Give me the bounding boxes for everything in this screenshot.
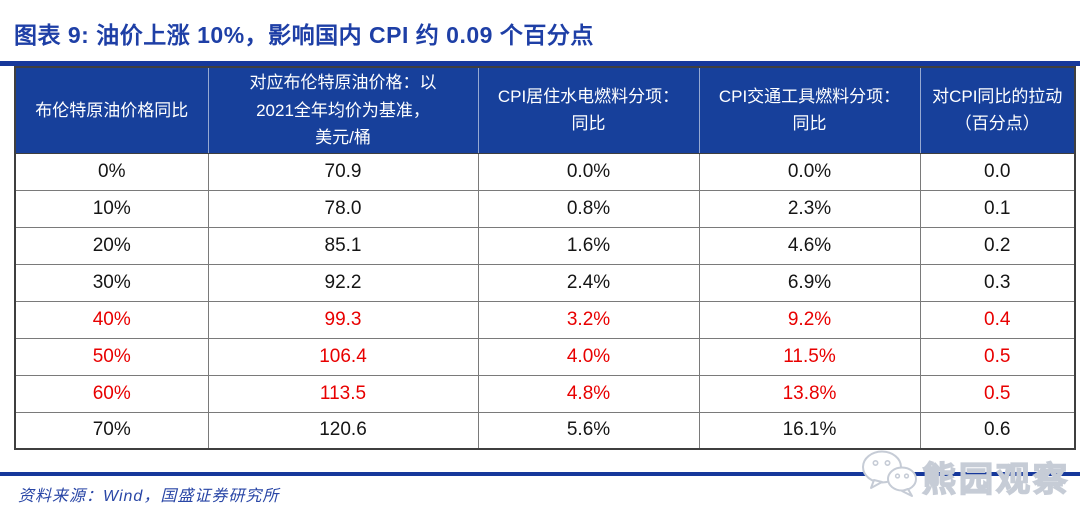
table-row: 30% 92.2 2.4% 6.9% 0.3 bbox=[14, 263, 1076, 302]
table-cell: 9.2% bbox=[698, 300, 921, 339]
table-cell: 2.4% bbox=[477, 263, 700, 302]
table-cell: 120.6 bbox=[207, 411, 479, 450]
table-cell: 5.6% bbox=[477, 411, 700, 450]
table-cell: 113.5 bbox=[207, 374, 479, 413]
table-cell: 60% bbox=[14, 374, 209, 413]
table-cell: 0.0 bbox=[919, 152, 1076, 191]
title-divider-line bbox=[0, 61, 1080, 66]
table-cell: 0.1 bbox=[919, 189, 1076, 228]
watermark-text: 熊园观察 bbox=[921, 460, 1070, 500]
table-cell: 0.4 bbox=[919, 300, 1076, 339]
table-row: 60% 113.5 4.8% 13.8% 0.5 bbox=[14, 374, 1076, 413]
table-row: 0% 70.9 0.0% 0.0% 0.0 bbox=[14, 152, 1076, 191]
table-cell: 0% bbox=[14, 152, 209, 191]
column-header-brent-price: 对应布伦特原油价格：以 2021全年均价为基准， 美元/桶 bbox=[208, 67, 479, 154]
table-cell: 70% bbox=[14, 411, 209, 450]
table-cell: 85.1 bbox=[207, 226, 479, 265]
table-cell: 1.6% bbox=[477, 226, 700, 265]
table-cell: 2.3% bbox=[698, 189, 921, 228]
table-cell: 78.0 bbox=[207, 189, 479, 228]
table-cell: 6.9% bbox=[698, 263, 921, 302]
table-row: 70% 120.6 5.6% 16.1% 0.6 bbox=[14, 411, 1076, 450]
wechat-icon bbox=[860, 448, 920, 505]
table-cell: 4.8% bbox=[477, 374, 700, 413]
table-cell: 0.6 bbox=[919, 411, 1076, 450]
table-cell: 16.1% bbox=[698, 411, 921, 450]
table-cell: 3.2% bbox=[477, 300, 700, 339]
table-cell: 0.3 bbox=[919, 263, 1076, 302]
table-cell: 106.4 bbox=[207, 337, 479, 376]
table-cell: 20% bbox=[14, 226, 209, 265]
table-cell: 4.0% bbox=[477, 337, 700, 376]
table-cell: 13.8% bbox=[698, 374, 921, 413]
source-note: 资料来源：Wind，国盛证券研究所 bbox=[18, 488, 280, 505]
table-row: 40% 99.3 3.2% 9.2% 0.4 bbox=[14, 300, 1076, 339]
table-cell: 70.9 bbox=[207, 152, 479, 191]
table-cell: 10% bbox=[14, 189, 209, 228]
table-cell: 0.5 bbox=[919, 374, 1076, 413]
table-cell: 0.5 bbox=[919, 337, 1076, 376]
table-cell: 40% bbox=[14, 300, 209, 339]
table-row: 20% 85.1 1.6% 4.6% 0.2 bbox=[14, 226, 1076, 265]
table-cell: 11.5% bbox=[698, 337, 921, 376]
column-header-cpi-contribution: 对CPI同比的拉动 （百分点） bbox=[920, 67, 1075, 154]
table-cell: 4.6% bbox=[698, 226, 921, 265]
page-title: 图表 9: 油价上涨 10%，影响国内 CPI 约 0.09 个百分点 bbox=[14, 22, 594, 48]
column-header-brent-yoy: 布伦特原油价格同比 bbox=[15, 67, 209, 154]
column-header-cpi-utilities: CPI居住水电燃料分项： 同比 bbox=[478, 67, 700, 154]
footer-divider-line bbox=[0, 472, 1080, 476]
cpi-impact-table: 布伦特原油价格同比 对应布伦特原油价格：以 2021全年均价为基准， 美元/桶 … bbox=[14, 66, 1076, 450]
table-cell: 92.2 bbox=[207, 263, 479, 302]
table-cell: 0.0% bbox=[477, 152, 700, 191]
table-cell: 0.0% bbox=[698, 152, 921, 191]
table-header-row: 布伦特原油价格同比 对应布伦特原油价格：以 2021全年均价为基准， 美元/桶 … bbox=[15, 67, 1075, 154]
table-row: 50% 106.4 4.0% 11.5% 0.5 bbox=[14, 337, 1076, 376]
column-header-cpi-transport: CPI交通工具燃料分项： 同比 bbox=[699, 67, 921, 154]
table-cell: 0.2 bbox=[919, 226, 1076, 265]
table-cell: 99.3 bbox=[207, 300, 479, 339]
table-cell: 30% bbox=[14, 263, 209, 302]
watermark: 熊园观察 bbox=[860, 448, 1070, 505]
table-cell: 0.8% bbox=[477, 189, 700, 228]
table-row: 10% 78.0 0.8% 2.3% 0.1 bbox=[14, 189, 1076, 228]
table-cell: 50% bbox=[14, 337, 209, 376]
